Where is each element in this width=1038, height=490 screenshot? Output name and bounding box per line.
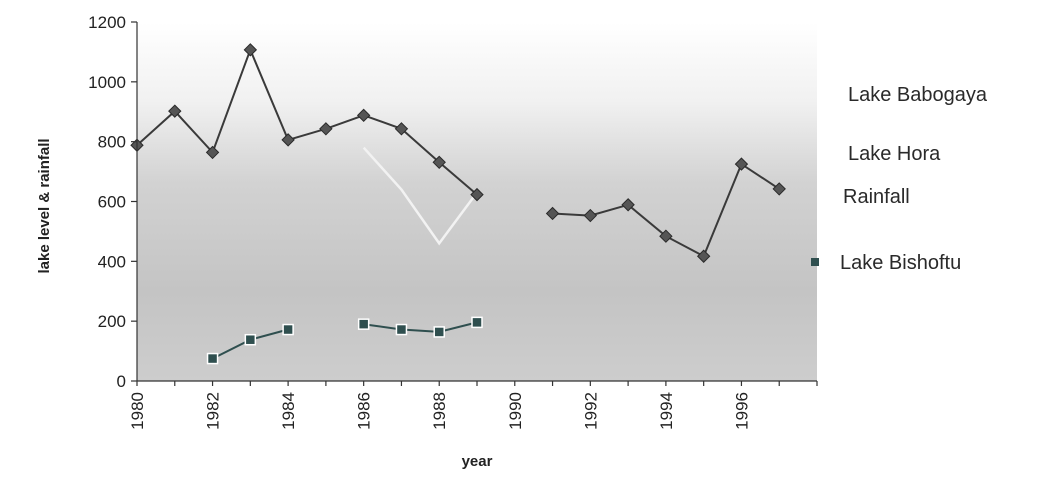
rainfall-point bbox=[621, 198, 635, 212]
lake-bishoftu-point bbox=[395, 323, 408, 336]
legend-label-lake-hora: Lake Hora bbox=[848, 143, 941, 165]
rainfall-point bbox=[281, 133, 295, 147]
legend: Lake Babogaya Lake Hora Rainfall Lake Bi… bbox=[811, 84, 988, 274]
rainfall-point bbox=[243, 43, 258, 57]
x-tick-label: 1982 bbox=[204, 392, 223, 430]
lake-bishoftu-point bbox=[471, 316, 483, 329]
legend-marker-lake-bishoftu bbox=[811, 258, 819, 266]
x-tick-label: 1994 bbox=[657, 392, 676, 430]
x-tick-label: 1988 bbox=[430, 392, 449, 430]
lake-bishoftu-line bbox=[363, 321, 478, 333]
ticks-layer: 0 200 400 600 800 1000 1200 1980 1982 1984 1986 198… bbox=[88, 13, 818, 430]
lake-bishoftu-point bbox=[244, 333, 257, 346]
x-tick-label: 1980 bbox=[128, 392, 147, 430]
rainfall-point bbox=[168, 104, 182, 118]
lake-bishoftu-point bbox=[433, 326, 445, 338]
lake-bishoftu-point bbox=[206, 352, 219, 365]
rainfall-point bbox=[432, 155, 446, 170]
rainfall-line bbox=[136, 47, 478, 196]
legend-label-lake-babogaya: Lake Babogaya bbox=[848, 84, 988, 106]
lake-bishoftu-point bbox=[357, 318, 370, 330]
legend-label-rainfall: Rainfall bbox=[843, 186, 910, 208]
x-tick-label: 1986 bbox=[355, 392, 374, 430]
x-tick-label: 1990 bbox=[506, 392, 525, 430]
series-layer bbox=[130, 43, 786, 365]
rainfall-point bbox=[696, 249, 711, 263]
y-tick-label: 1000 bbox=[88, 73, 126, 92]
y-tick-label: 1200 bbox=[88, 13, 126, 32]
rainfall-point bbox=[583, 208, 598, 223]
lake-hora-line bbox=[362, 146, 479, 246]
legend-label-lake-bishoftu: Lake Bishoftu bbox=[840, 252, 961, 274]
rainfall-point bbox=[659, 229, 673, 243]
rainfall-point bbox=[772, 182, 786, 196]
y-tick-label: 200 bbox=[98, 312, 126, 331]
y-tick-label: 0 bbox=[117, 372, 126, 391]
rainfall-point bbox=[319, 122, 333, 136]
rainfall-point bbox=[356, 108, 371, 123]
y-tick-label: 400 bbox=[98, 252, 126, 271]
rainfall-point bbox=[394, 122, 409, 136]
rainfall-point bbox=[545, 206, 560, 221]
x-tick-label: 1992 bbox=[581, 392, 600, 430]
rainfall-point bbox=[734, 157, 749, 171]
y-axis-title: lake level & rainfall bbox=[36, 138, 53, 273]
y-tick-label: 600 bbox=[98, 193, 126, 212]
y-tick-label: 800 bbox=[98, 133, 126, 152]
rainfall-point bbox=[205, 145, 220, 160]
x-tick-label: 1984 bbox=[279, 392, 298, 430]
x-tick-label: 1996 bbox=[732, 392, 751, 430]
rainfall-point bbox=[470, 187, 484, 202]
x-axis-title: year bbox=[462, 453, 493, 470]
lake-bishoftu-point bbox=[282, 323, 294, 336]
